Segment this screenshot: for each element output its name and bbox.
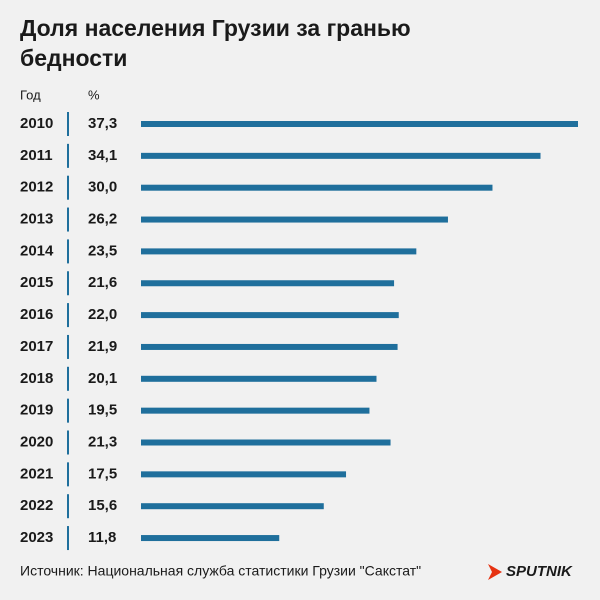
year-label: 2011	[20, 147, 53, 164]
value-label: 34,1	[88, 147, 117, 164]
value-label: 30,0	[88, 179, 117, 196]
bar	[141, 535, 280, 542]
year-label: 2014	[20, 242, 54, 259]
value-label: 17,5	[88, 465, 117, 482]
bar	[141, 248, 417, 255]
bar	[141, 471, 347, 478]
year-label: 2023	[20, 529, 53, 546]
year-label: 2013	[20, 211, 53, 228]
year-label: 2018	[20, 370, 53, 387]
logo: SPUTNIK	[488, 563, 573, 580]
bar	[141, 184, 493, 191]
year-label: 2016	[20, 306, 53, 323]
source: Источник: Национальная служба статистики…	[20, 563, 421, 579]
year-label: 2021	[20, 465, 53, 482]
value-label: 23,5	[88, 242, 117, 259]
value-label: 26,2	[88, 211, 117, 228]
value-label: 22,0	[88, 306, 117, 323]
value-label: 20,1	[88, 370, 117, 387]
bar	[141, 216, 448, 223]
year-label: 2022	[20, 497, 53, 514]
year-label: 2019	[20, 402, 53, 419]
brand: SPUTNIK	[506, 563, 573, 580]
value-label: 37,3	[88, 115, 117, 132]
year-label: 2020	[20, 433, 53, 450]
bar	[141, 312, 399, 319]
value-label: 21,9	[88, 338, 117, 355]
bar	[141, 375, 377, 382]
value-label: 19,5	[88, 402, 117, 419]
value-label: 21,6	[88, 274, 117, 291]
bar	[141, 439, 391, 446]
bar	[141, 407, 370, 414]
year-label: 2012	[20, 179, 53, 196]
logo-icon	[488, 564, 502, 580]
value-label: 11,8	[88, 529, 116, 546]
bar	[141, 503, 324, 510]
value-header: %	[88, 87, 100, 102]
value-label: 15,6	[88, 497, 117, 514]
year-label: 2010	[20, 115, 53, 132]
bar	[141, 343, 398, 350]
bar	[141, 280, 395, 287]
bar	[141, 121, 578, 127]
chart-title: Доля населения Грузии за гранью	[20, 15, 411, 41]
year-label: 2015	[20, 274, 53, 291]
category-header: Год	[20, 87, 41, 102]
bar	[141, 152, 541, 159]
value-label: 21,3	[88, 433, 117, 450]
year-label: 2017	[20, 338, 53, 355]
chart-title: бедности	[20, 45, 127, 71]
